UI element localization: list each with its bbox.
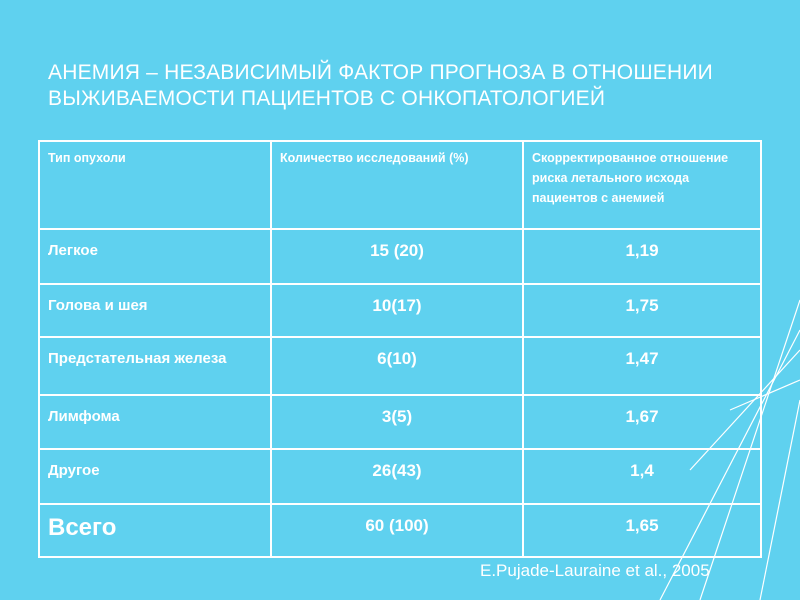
table-row: Лимфома 3(5) 1,67 xyxy=(38,394,762,450)
cell: 1,4 xyxy=(522,448,762,505)
column-header: Скорректированное отношение риска леталь… xyxy=(522,140,762,230)
table: Тип опухоли Количество исследований (%) … xyxy=(38,140,762,558)
title-line: АНЕМИЯ – НЕЗАВИСИМЫЙ ФАКТОР ПРОГНОЗА В О… xyxy=(48,61,713,84)
cell: 60 (100) xyxy=(270,503,524,558)
cell: 6(10) xyxy=(270,336,524,396)
table-body: Легкое 15 (20) 1,19 Голова и шея 10(17) 1,75 П… xyxy=(38,228,762,558)
row-label: Всего xyxy=(38,503,272,558)
cell: 26(43) xyxy=(270,448,524,505)
cell: 1,67 xyxy=(522,394,762,450)
cell: 1,19 xyxy=(522,228,762,285)
table-row: Голова и шея 10(17) 1,75 xyxy=(38,283,762,338)
deco-line xyxy=(759,399,800,600)
row-label: Лимфома xyxy=(38,394,272,450)
table-row: Всего 60 (100) 1,65 xyxy=(38,503,762,558)
header-row: Тип опухоли Количество исследований (%) … xyxy=(38,140,762,230)
citation: E.Pujade-Lauraine et al., 2005 xyxy=(480,561,710,580)
row-label: Другое xyxy=(38,448,272,505)
table-row: Легкое 15 (20) 1,19 xyxy=(38,228,762,285)
row-label: Голова и шея xyxy=(38,283,272,338)
column-header: Количество исследований (%) xyxy=(270,140,524,230)
table-row: Другое 26(43) 1,4 xyxy=(38,448,762,505)
cell: 1,65 xyxy=(522,503,762,558)
cell: 1,47 xyxy=(522,336,762,396)
table-row: Предстательная железа 6(10) 1,47 xyxy=(38,336,762,396)
row-label: Легкое xyxy=(38,228,272,285)
column-header: Тип опухоли xyxy=(38,140,272,230)
title-line: ВЫЖИВАЕМОСТИ ПАЦИЕНТОВ С ОНКОПАТОЛОГИЕЙ xyxy=(48,87,606,110)
cell: 10(17) xyxy=(270,283,524,338)
cell: 15 (20) xyxy=(270,228,524,285)
row-label: Предстательная железа xyxy=(38,336,272,396)
cell: 1,75 xyxy=(522,283,762,338)
cell: 3(5) xyxy=(270,394,524,450)
title: АНЕМИЯ – НЕЗАВИСИМЫЙ ФАКТОР ПРОГНОЗА В О… xyxy=(48,60,713,112)
